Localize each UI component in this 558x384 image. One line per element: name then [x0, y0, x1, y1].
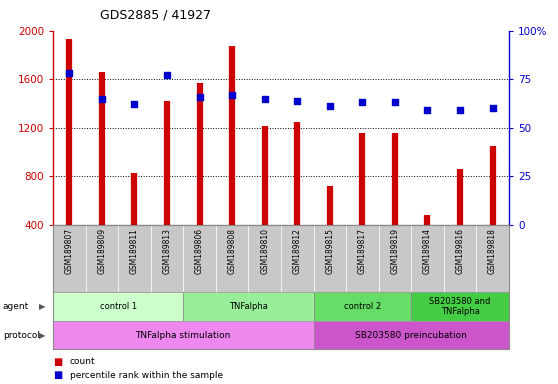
Text: GSM189809: GSM189809: [97, 228, 107, 274]
Text: control 1: control 1: [99, 302, 137, 311]
Text: control 2: control 2: [344, 302, 381, 311]
Bar: [314, 292, 411, 321]
Bar: [216, 225, 248, 292]
Point: [391, 99, 400, 106]
Bar: [346, 225, 379, 292]
Text: GSM189812: GSM189812: [293, 228, 302, 274]
Point: [455, 107, 464, 113]
Bar: [379, 225, 411, 292]
Bar: [53, 321, 314, 349]
Bar: [411, 292, 509, 321]
Point: [488, 105, 497, 111]
Text: GSM189817: GSM189817: [358, 228, 367, 274]
Point: [293, 98, 302, 104]
Text: ■: ■: [53, 370, 62, 381]
Point: [65, 70, 74, 76]
Text: GSM189813: GSM189813: [162, 228, 171, 274]
Bar: [248, 225, 281, 292]
Text: agent: agent: [3, 302, 29, 311]
Text: GSM189808: GSM189808: [228, 228, 237, 274]
Point: [358, 99, 367, 106]
Bar: [314, 321, 509, 349]
Text: SB203580 and
TNFalpha: SB203580 and TNFalpha: [429, 296, 490, 316]
Bar: [477, 225, 509, 292]
Text: GSM189807: GSM189807: [65, 228, 74, 274]
Text: GSM189810: GSM189810: [260, 228, 269, 274]
Bar: [183, 225, 216, 292]
Point: [423, 107, 432, 113]
Bar: [118, 225, 151, 292]
Text: GSM189818: GSM189818: [488, 228, 497, 274]
Text: GSM189814: GSM189814: [423, 228, 432, 274]
Bar: [151, 225, 183, 292]
Text: GSM189816: GSM189816: [455, 228, 465, 274]
Text: percentile rank within the sample: percentile rank within the sample: [70, 371, 223, 380]
Text: TNFalpha stimulation: TNFalpha stimulation: [136, 331, 231, 339]
Bar: [53, 292, 183, 321]
Bar: [183, 292, 314, 321]
Point: [162, 72, 171, 78]
Text: TNFalpha: TNFalpha: [229, 302, 268, 311]
Point: [260, 96, 269, 102]
Bar: [281, 225, 314, 292]
Text: ▶: ▶: [39, 331, 46, 339]
Point: [195, 94, 204, 100]
Point: [130, 101, 139, 108]
Text: protocol: protocol: [3, 331, 40, 339]
Point: [228, 92, 237, 98]
Text: GSM189811: GSM189811: [130, 228, 139, 274]
Bar: [411, 225, 444, 292]
Bar: [85, 225, 118, 292]
Bar: [314, 225, 346, 292]
Text: count: count: [70, 357, 95, 366]
Text: GSM189815: GSM189815: [325, 228, 334, 274]
Point: [325, 103, 334, 109]
Point: [98, 96, 107, 102]
Text: SB203580 preincubation: SB203580 preincubation: [355, 331, 467, 339]
Text: GDS2885 / 41927: GDS2885 / 41927: [100, 9, 211, 22]
Bar: [53, 225, 85, 292]
Text: GSM189819: GSM189819: [391, 228, 400, 274]
Text: ▶: ▶: [39, 302, 46, 311]
Text: GSM189806: GSM189806: [195, 228, 204, 274]
Text: ■: ■: [53, 356, 62, 367]
Bar: [444, 225, 477, 292]
